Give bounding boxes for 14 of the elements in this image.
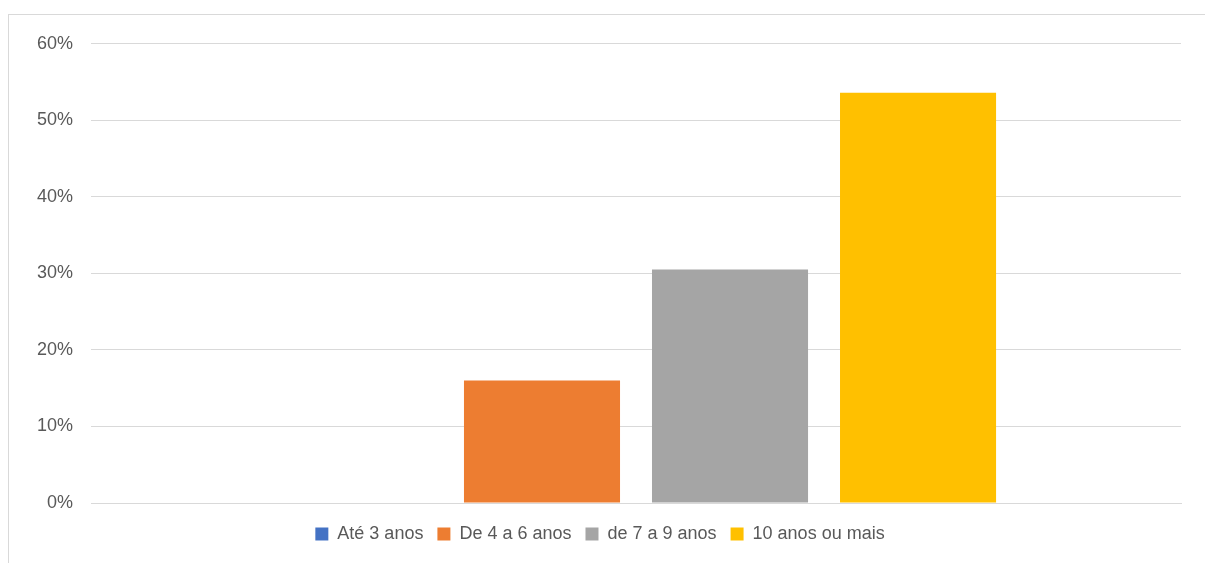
bar	[463, 380, 621, 503]
legend-label: de 7 a 9 anos	[607, 522, 717, 543]
y-tick-label: 30%	[37, 262, 74, 283]
y-tick-label: 10%	[37, 415, 74, 436]
legend-label: Até 3 anos	[337, 522, 424, 543]
bar	[840, 92, 997, 503]
y-tick-label: 40%	[37, 185, 74, 206]
y-tick-label: 50%	[37, 109, 74, 130]
y-tick-label: 0%	[47, 491, 74, 512]
legend-label: 10 anos ou mais	[752, 522, 885, 543]
bar	[652, 269, 809, 503]
y-tick-label: 20%	[37, 338, 74, 359]
y-tick-label: 60%	[37, 32, 74, 53]
legend-label: De 4 a 6 anos	[459, 522, 572, 543]
